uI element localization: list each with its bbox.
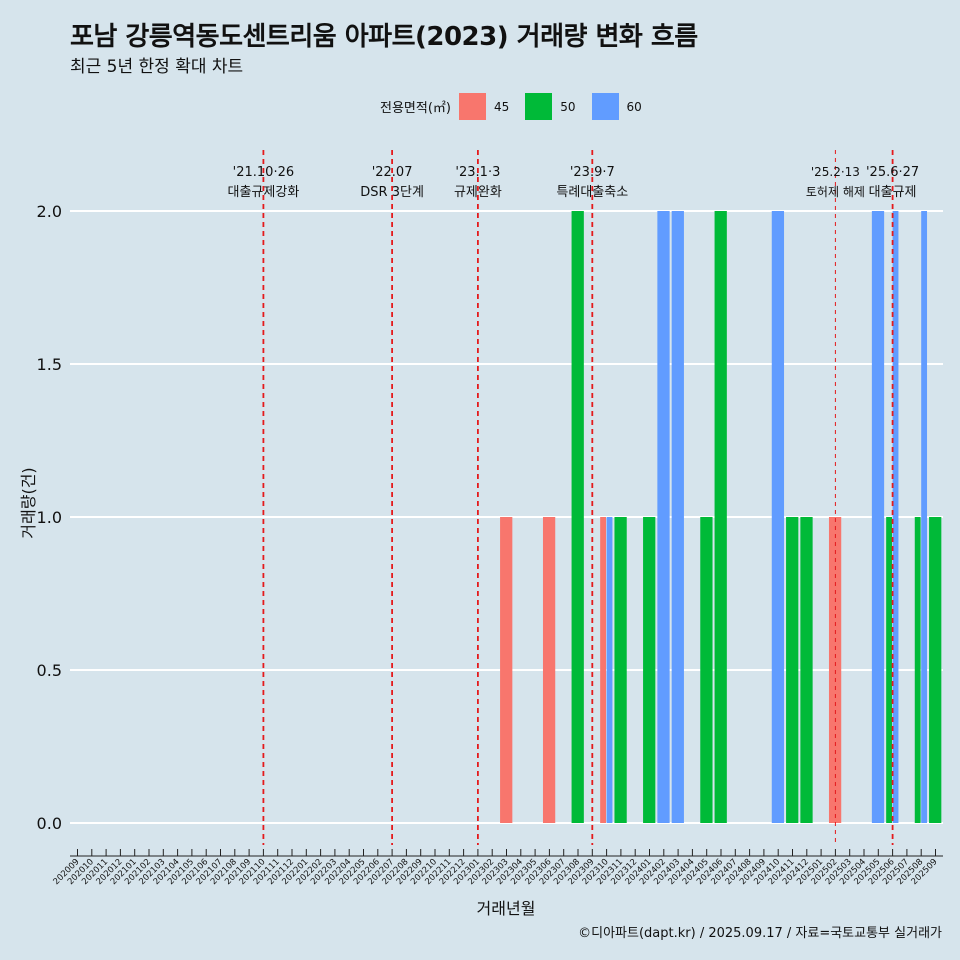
event-label: 특례대출축소 — [556, 185, 628, 200]
y-tick-label: 1.5 — [37, 355, 62, 374]
bar-202303-45 — [500, 517, 513, 823]
event-date-label: '21.10·26 — [233, 165, 294, 180]
bar-202402-60 — [657, 211, 670, 823]
bar-202306-45 — [542, 517, 556, 823]
bar-202310-60 — [606, 517, 613, 823]
event-date-label: '23.9·7 — [570, 165, 615, 180]
chart-title: 포남 강릉역동도센트리움 아파트(2023) 거래량 변화 흐름 — [70, 22, 698, 52]
bar-202412-50 — [800, 517, 813, 823]
x-axis-title: 거래년월 — [477, 899, 536, 918]
bar-202505-60 — [871, 211, 885, 823]
event-label: 대출규제 — [869, 185, 917, 200]
bar-202508-50 — [914, 517, 921, 823]
event-label: DSR 3단계 — [360, 185, 424, 200]
legend-label-60: 60 — [626, 99, 642, 114]
legend-key-45 — [458, 93, 486, 120]
y-tick-label: 1.0 — [37, 508, 62, 527]
bar-202311-50 — [614, 517, 627, 823]
bar-202405-50 — [700, 517, 713, 823]
event-date-label: '25.2·13 — [811, 165, 860, 179]
bar-202308-50 — [571, 211, 584, 823]
y-tick-label: 0.5 — [37, 661, 62, 680]
legend-key-60 — [591, 93, 619, 120]
source-caption: ©디아파트(dapt.kr) / 2025.09.17 / 자료=국토교통부 실… — [578, 926, 942, 941]
event-label: 규제완화 — [454, 185, 502, 200]
bar-202403-60 — [671, 211, 684, 823]
legend-title: 전용면적(㎡) — [380, 101, 451, 116]
bar-202410-60 — [771, 211, 785, 823]
bar-202310-45 — [600, 517, 606, 823]
event-date-label: '23.1·3 — [455, 165, 500, 180]
bar-202506-50 — [886, 517, 892, 823]
bar-202406-50 — [714, 211, 727, 823]
legend-label-45: 45 — [493, 99, 510, 114]
event-label: 토허제 해제 — [806, 185, 865, 199]
chart-subtitle: 최근 5년 한정 확대 차트 — [70, 57, 244, 77]
bar-202411-50 — [786, 517, 799, 823]
legend: 전용면적(㎡) 45 50 60 — [380, 93, 658, 120]
bar-202506-60 — [892, 211, 899, 823]
bar-202508-60 — [921, 211, 928, 823]
bar-202401-50 — [643, 517, 656, 823]
y-tick-label: 0.0 — [37, 814, 62, 833]
bar-202509-50 — [929, 517, 942, 823]
event-label: 대출규제강화 — [228, 185, 300, 200]
event-date-label: '25.6·27 — [866, 165, 919, 180]
event-date-label: '22.07 — [372, 165, 413, 180]
y-axis-title: 거래량(건) — [19, 467, 38, 538]
legend-label-50: 50 — [560, 99, 576, 114]
y-tick-label: 2.0 — [37, 202, 62, 221]
legend-key-50 — [525, 93, 553, 120]
